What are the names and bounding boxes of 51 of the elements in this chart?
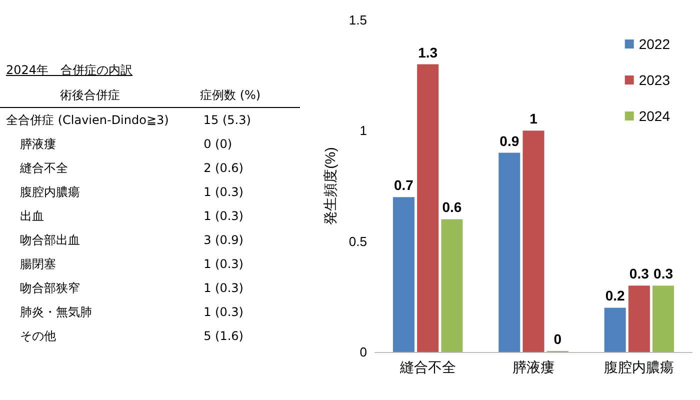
text: 0 (0) — [204, 137, 232, 151]
legend-label: 2024 — [638, 108, 670, 124]
category-label: 全合併症 (Clavien-Dindo≧3) — [5, 112, 170, 128]
y-tick-label: 1 — [360, 123, 367, 138]
bar — [628, 286, 650, 352]
x-tick-label: 膵液瘻 — [512, 359, 554, 375]
category-label: 肺炎・無気肺 — [19, 304, 93, 320]
text: 15 (5.3) — [203, 113, 251, 127]
text: 1 (0.3) — [204, 185, 244, 199]
category-label: その他 — [19, 328, 57, 344]
text: 1 (0.3) — [204, 209, 244, 223]
y-tick-label: 0.5 — [348, 234, 367, 249]
data-label: 0.3 — [629, 266, 650, 282]
category-label: 縫合不全 — [19, 160, 69, 176]
bar — [392, 197, 414, 352]
category-label: 吻合部出血 — [19, 232, 81, 248]
text: 2 (0.6) — [204, 161, 244, 175]
data-label: 1.3 — [418, 44, 438, 60]
text: 症例数 (%) — [200, 86, 262, 104]
category-label: 腸閉塞 — [19, 256, 57, 272]
text: 3 (0.9) — [204, 233, 244, 247]
bar — [441, 219, 463, 352]
category-label: 吻合部狭窄 — [19, 280, 81, 296]
y-axis-title: 発生頻度(%) — [322, 147, 338, 225]
text: 術後合併症 — [59, 86, 121, 104]
bar — [417, 64, 439, 352]
data-label: 0.9 — [500, 132, 520, 149]
category-label: 膵液瘻 — [19, 136, 57, 152]
text: 5 (1.6) — [204, 329, 244, 343]
legend-label: 2023 — [638, 72, 670, 88]
data-label: 1 — [530, 110, 538, 127]
bar — [522, 130, 544, 352]
bar — [604, 308, 626, 352]
legend-label: 2022 — [638, 36, 670, 52]
y-tick-label: 1.5 — [348, 12, 367, 28]
data-label: 0.7 — [394, 177, 414, 194]
x-tick-label: 縫合不全 — [398, 359, 456, 375]
category-label: 出血 — [19, 208, 45, 224]
bar — [498, 152, 520, 352]
data-label: 0.2 — [605, 288, 625, 304]
category-label: 腹腔内膿瘍 — [19, 184, 81, 200]
y-tick-label: 0 — [360, 344, 367, 360]
text: 2024年 合併症の内訳 — [6, 62, 134, 79]
data-label: 0.3 — [654, 266, 674, 282]
x-tick-label: 腹腔内膿瘍 — [604, 359, 674, 375]
bar — [652, 286, 674, 352]
data-label: 0 — [554, 331, 562, 347]
text: 1 (0.3) — [204, 281, 244, 295]
text: 1 (0.3) — [204, 257, 244, 271]
data-label: 0.6 — [442, 199, 462, 216]
text: 1 (0.3) — [204, 305, 244, 319]
